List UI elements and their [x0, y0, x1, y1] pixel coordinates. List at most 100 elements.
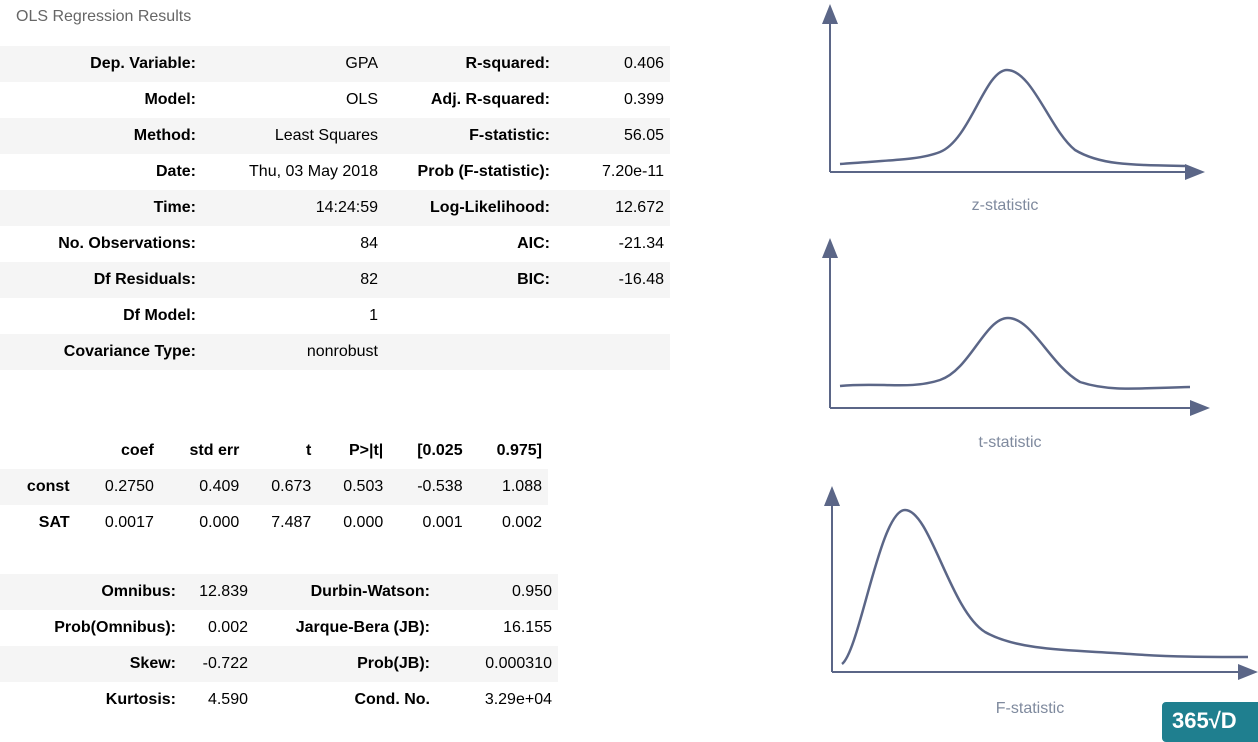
summary-value: 82	[202, 262, 384, 298]
summary-value: 12.672	[556, 190, 670, 226]
summary-label: Log-Likelihood:	[384, 190, 556, 226]
coef-cell: 0.673	[245, 469, 318, 505]
summary-value	[556, 334, 670, 370]
summary-label: Date:	[155, 163, 196, 180]
summary-row: Time: 14:24:59 Log-Likelihood: 12.672	[0, 190, 670, 226]
summary-row: Dep. Variable: GPA R-squared: 0.406	[0, 46, 670, 82]
coef-header: [0.025	[417, 442, 463, 459]
summary-label: No. Observations:	[58, 235, 196, 252]
diagnostics-label: Jarque-Bera (JB):	[295, 619, 430, 636]
summary-value: 14:24:59	[202, 190, 384, 226]
summary-row: Df Residuals: 82 BIC: -16.48	[0, 262, 670, 298]
coef-header	[0, 433, 76, 469]
t-statistic-label: t-statistic	[978, 434, 1041, 451]
summary-value: 56.05	[556, 118, 670, 154]
diagnostics-row: Skew: -0.722 Prob(JB): 0.000310	[0, 646, 558, 682]
diagnostics-label: Skew:	[0, 646, 182, 682]
diagnostics-label: Cond. No.	[354, 691, 430, 708]
summary-label: Adj. R-squared:	[430, 91, 550, 108]
coef-row: const 0.2750 0.409 0.673 0.503 -0.538 1.…	[0, 469, 548, 505]
coef-header: 0.975]	[496, 442, 542, 459]
coef-cell: 0.0017	[104, 514, 154, 531]
summary-label: R-squared:	[384, 46, 556, 82]
diagnostics-table: Omnibus: 12.839 Durbin-Watson: 0.950 Pro…	[0, 574, 558, 718]
coef-header: t	[305, 442, 312, 459]
diagnostics-row: Omnibus: 12.839 Durbin-Watson: 0.950	[0, 574, 558, 610]
summary-label: Covariance Type:	[0, 334, 202, 370]
summary-row: Method: Least Squares F-statistic: 56.05	[0, 118, 670, 154]
summary-row: Model: OLS Adj. R-squared: 0.399	[0, 82, 670, 118]
diagnostics-value: 0.950	[436, 574, 558, 610]
summary-label: Method:	[0, 118, 202, 154]
f-statistic-label: F-statistic	[996, 700, 1064, 717]
summary-label	[384, 298, 556, 334]
summary-value: 84	[360, 235, 378, 252]
f-distribution-plot: F-statistic	[824, 486, 1258, 717]
coef-cell: -0.538	[389, 469, 469, 505]
summary-value: -16.48	[556, 262, 670, 298]
summary-label: AIC:	[517, 235, 550, 252]
coef-header: P>|t|	[348, 442, 384, 459]
summary-row: Date: Thu, 03 May 2018 Prob (F-statistic…	[0, 154, 670, 190]
summary-value: 0.399	[623, 91, 664, 108]
diagnostics-value: 16.155	[503, 619, 552, 636]
diagnostics-value: 3.29e+04	[484, 691, 552, 708]
summary-value: nonrobust	[202, 334, 384, 370]
summary-label: Time:	[0, 190, 202, 226]
summary-value: 7.20e-11	[602, 163, 664, 180]
summary-value: 0.406	[556, 46, 670, 82]
summary-value: GPA	[202, 46, 384, 82]
summary-row: No. Observations: 84 AIC: -21.34	[0, 226, 670, 262]
summary-value: -21.34	[618, 235, 664, 252]
f-curve	[841, 508, 1249, 665]
coef-cell: 0.000	[199, 514, 240, 531]
coef-cell: 0.000	[343, 514, 384, 531]
diagnostics-row: Prob(Omnibus): 0.002 Jarque-Bera (JB): 1…	[0, 610, 558, 646]
coef-cell: 0.2750	[75, 469, 160, 505]
diagnostics-value: 4.590	[207, 691, 248, 708]
diagnostics-label: Prob(JB):	[254, 646, 436, 682]
results-title: OLS Regression Results	[16, 8, 192, 25]
summary-label	[384, 334, 556, 370]
summary-label: BIC:	[384, 262, 556, 298]
coef-cell: 0.002	[501, 514, 542, 531]
summary-row: Df Model: 1	[0, 298, 670, 334]
coef-term: SAT	[38, 514, 70, 531]
diagnostics-value: 12.839	[182, 574, 254, 610]
summary-label: F-statistic:	[384, 118, 556, 154]
coef-table: coef std err t P>|t| [0.025 0.975] const…	[0, 433, 548, 541]
z-statistic-label: z-statistic	[972, 197, 1039, 214]
diagnostics-value: 0.000310	[436, 646, 558, 682]
coef-header-row: coef std err t P>|t| [0.025 0.975]	[0, 433, 548, 469]
summary-label: Prob (F-statistic):	[417, 163, 550, 180]
summary-value	[556, 298, 670, 334]
summary-value: 1	[369, 307, 378, 324]
coef-row: SAT 0.0017 0.000 7.487 0.000 0.001 0.002	[0, 505, 548, 541]
diagnostics-label: Omnibus:	[0, 574, 182, 610]
summary-label: Dep. Variable:	[0, 46, 202, 82]
diagnostics-label: Prob(Omnibus):	[54, 619, 176, 636]
coef-header: std err	[189, 442, 240, 459]
diagnostics-row: Kurtosis: 4.590 Cond. No. 3.29e+04	[0, 682, 558, 718]
diagnostics-value: 0.002	[207, 619, 248, 636]
t-distribution-plot: t-statistic	[822, 238, 1210, 451]
coef-cell: 7.487	[271, 514, 312, 531]
summary-table: Dep. Variable: GPA R-squared: 0.406 Mode…	[0, 46, 670, 370]
summary-label: Model:	[144, 91, 196, 108]
z-distribution-plot: z-statistic	[822, 4, 1205, 214]
summary-value: Thu, 03 May 2018	[249, 163, 378, 180]
brand-logo: 365√D	[1162, 702, 1258, 742]
summary-row: Covariance Type: nonrobust	[0, 334, 670, 370]
summary-label: Df Residuals:	[0, 262, 202, 298]
diagnostics-label: Kurtosis:	[105, 691, 176, 708]
coef-term: const	[0, 469, 76, 505]
coef-header: coef	[120, 442, 154, 459]
z-curve	[839, 68, 1186, 168]
diagnostics-value: -0.722	[182, 646, 254, 682]
summary-label: Df Model:	[123, 307, 196, 324]
coef-cell: 0.001	[422, 514, 463, 531]
t-curve	[839, 316, 1191, 390]
diagnostics-label: Durbin-Watson:	[254, 574, 436, 610]
coef-cell: 0.503	[317, 469, 390, 505]
summary-value: OLS	[345, 91, 378, 108]
